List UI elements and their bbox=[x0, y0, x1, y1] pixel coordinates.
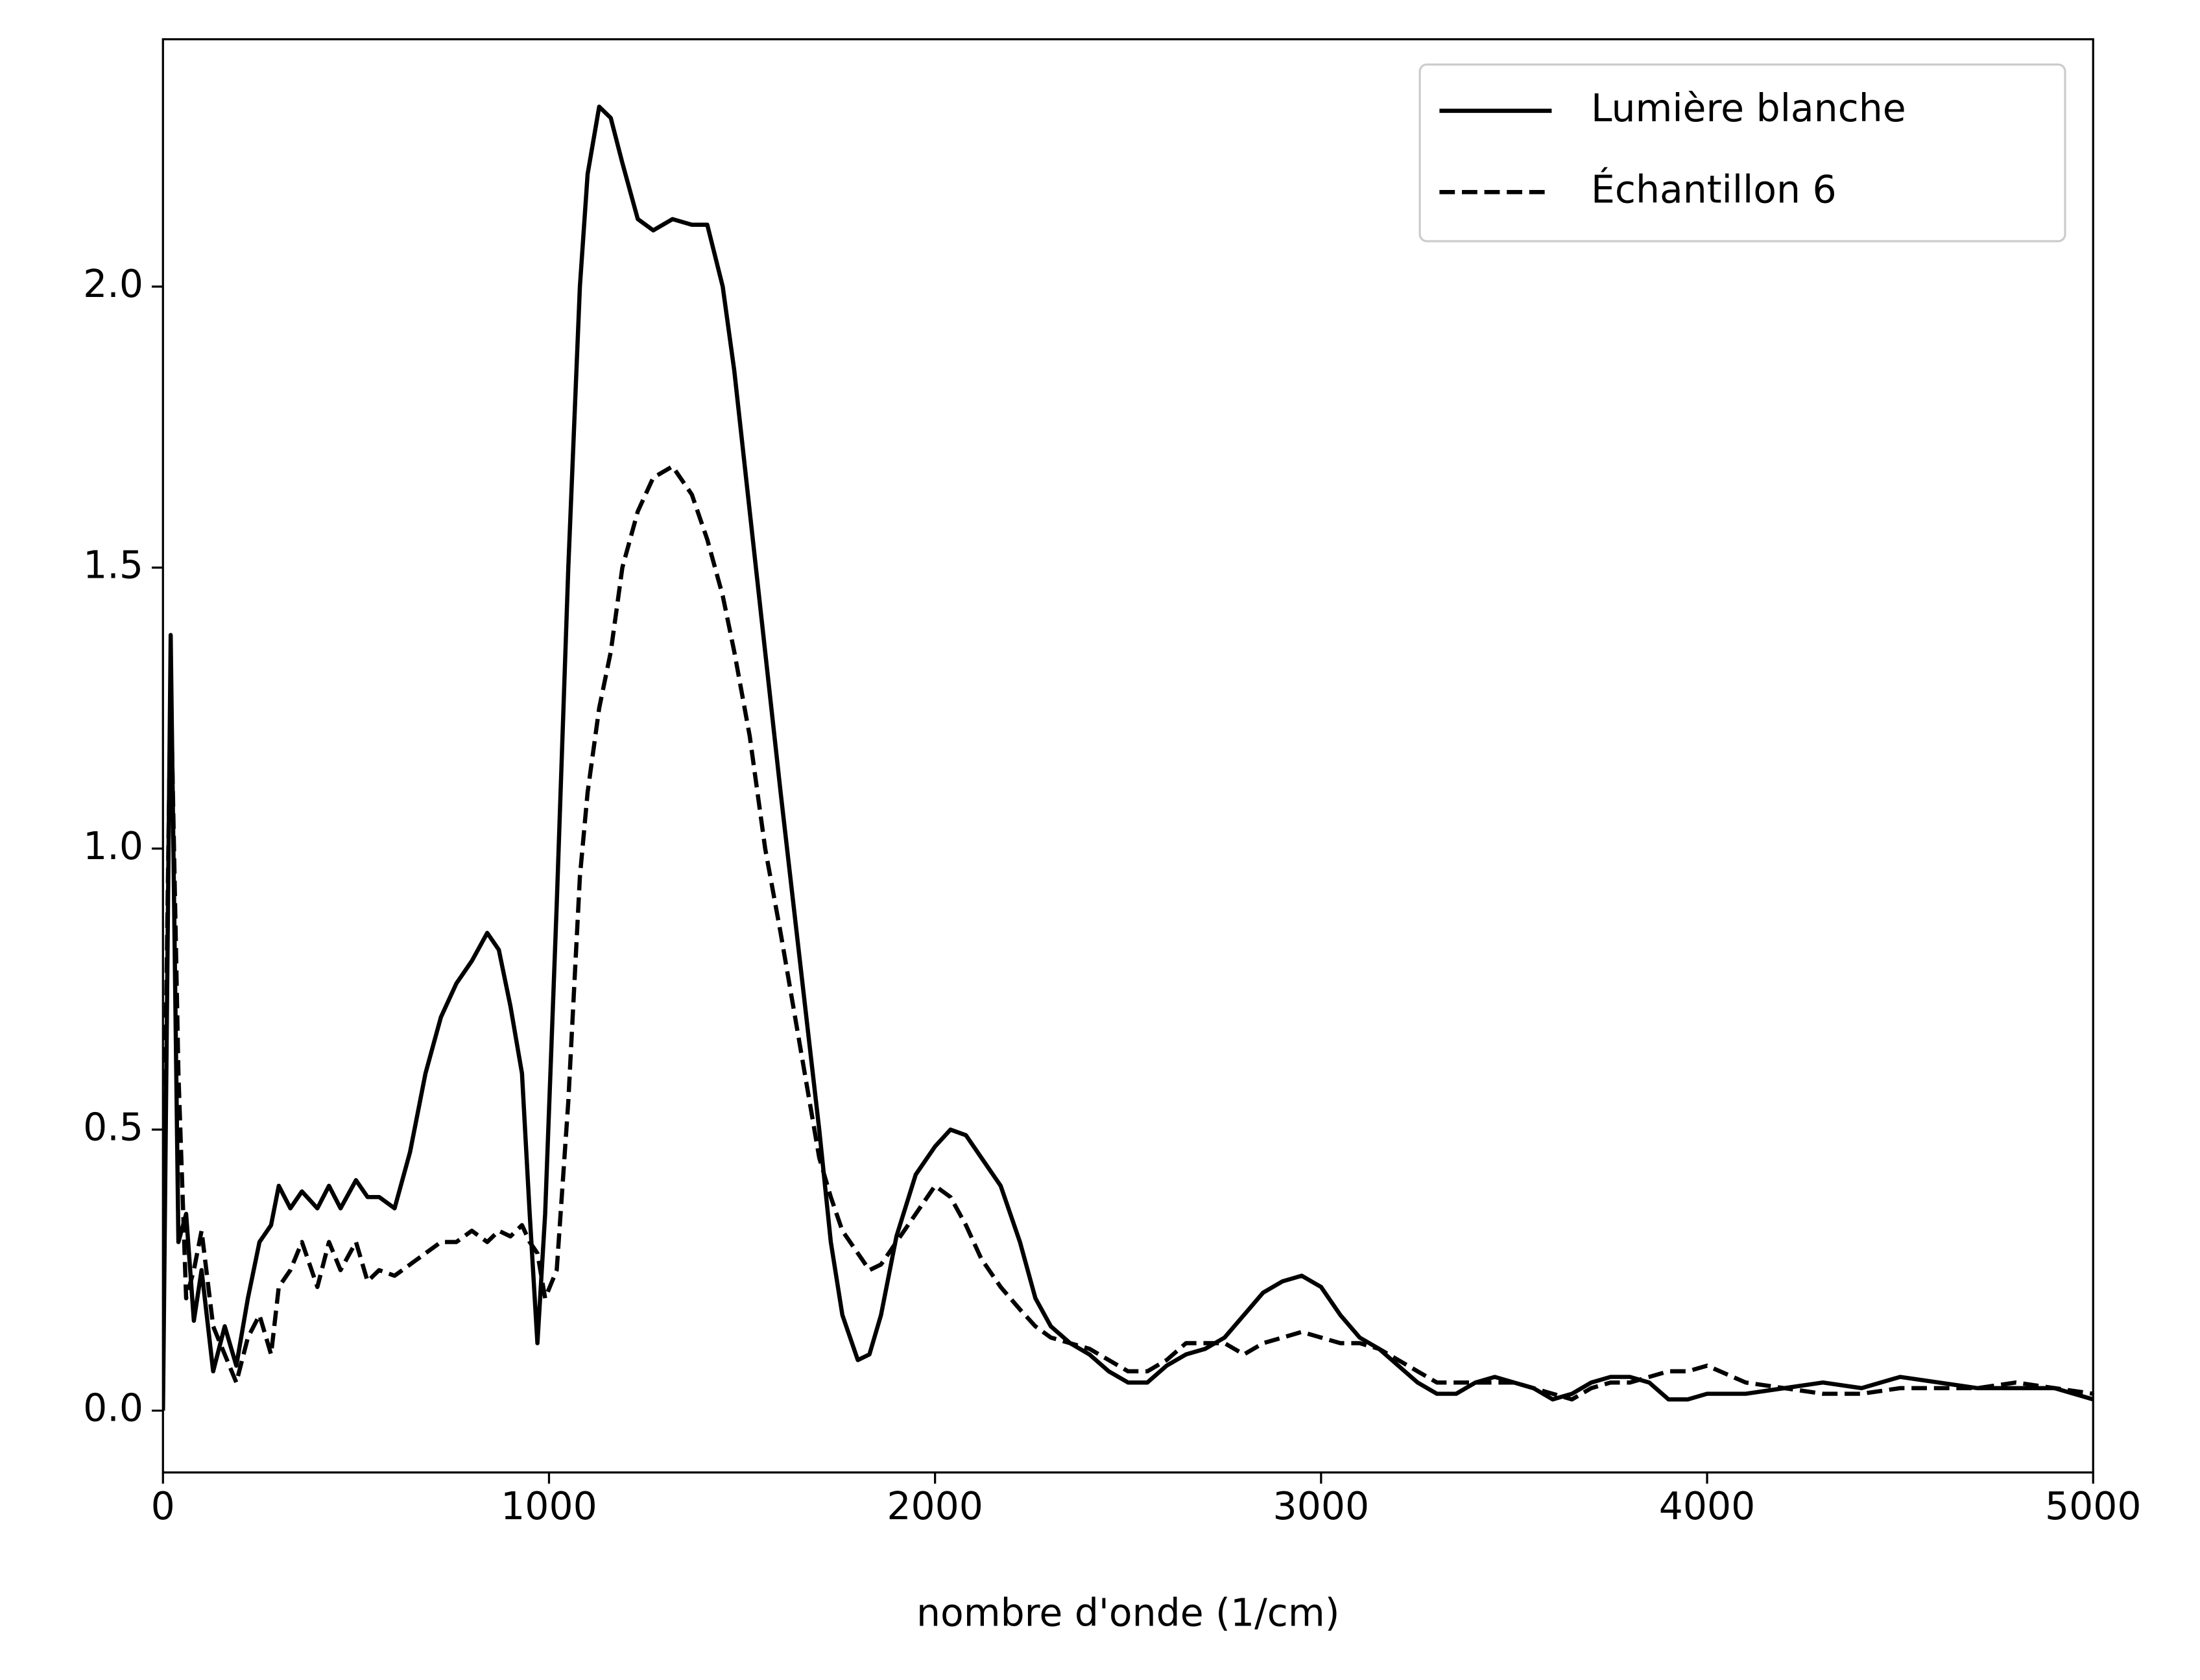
legend-label: Lumière blanche bbox=[1591, 86, 1906, 130]
legend-box bbox=[1418, 63, 2066, 243]
x-tick-label: 4000 bbox=[1659, 1484, 1756, 1528]
y-tick-label: 0.0 bbox=[83, 1386, 143, 1430]
x-tick-label: 1000 bbox=[501, 1484, 597, 1528]
y-tick-label: 0.5 bbox=[83, 1105, 143, 1149]
y-tick-label: 1.5 bbox=[83, 543, 143, 587]
x-tick-label: 5000 bbox=[2045, 1484, 2142, 1528]
x-tick-label: 3000 bbox=[1273, 1484, 1370, 1528]
line-series bbox=[163, 464, 2094, 1402]
x-tick-label: 0 bbox=[151, 1484, 175, 1528]
plot-frame bbox=[161, 38, 2094, 1474]
y-tick-label: 2.0 bbox=[83, 262, 143, 306]
x-tick-label: 2000 bbox=[887, 1484, 983, 1528]
x-axis-label: nombre d'onde (1/cm) bbox=[916, 1591, 1339, 1635]
y-tick-label: 1.0 bbox=[83, 824, 143, 868]
line-series bbox=[163, 104, 2094, 1411]
legend-label: Échantillon 6 bbox=[1591, 167, 1837, 211]
